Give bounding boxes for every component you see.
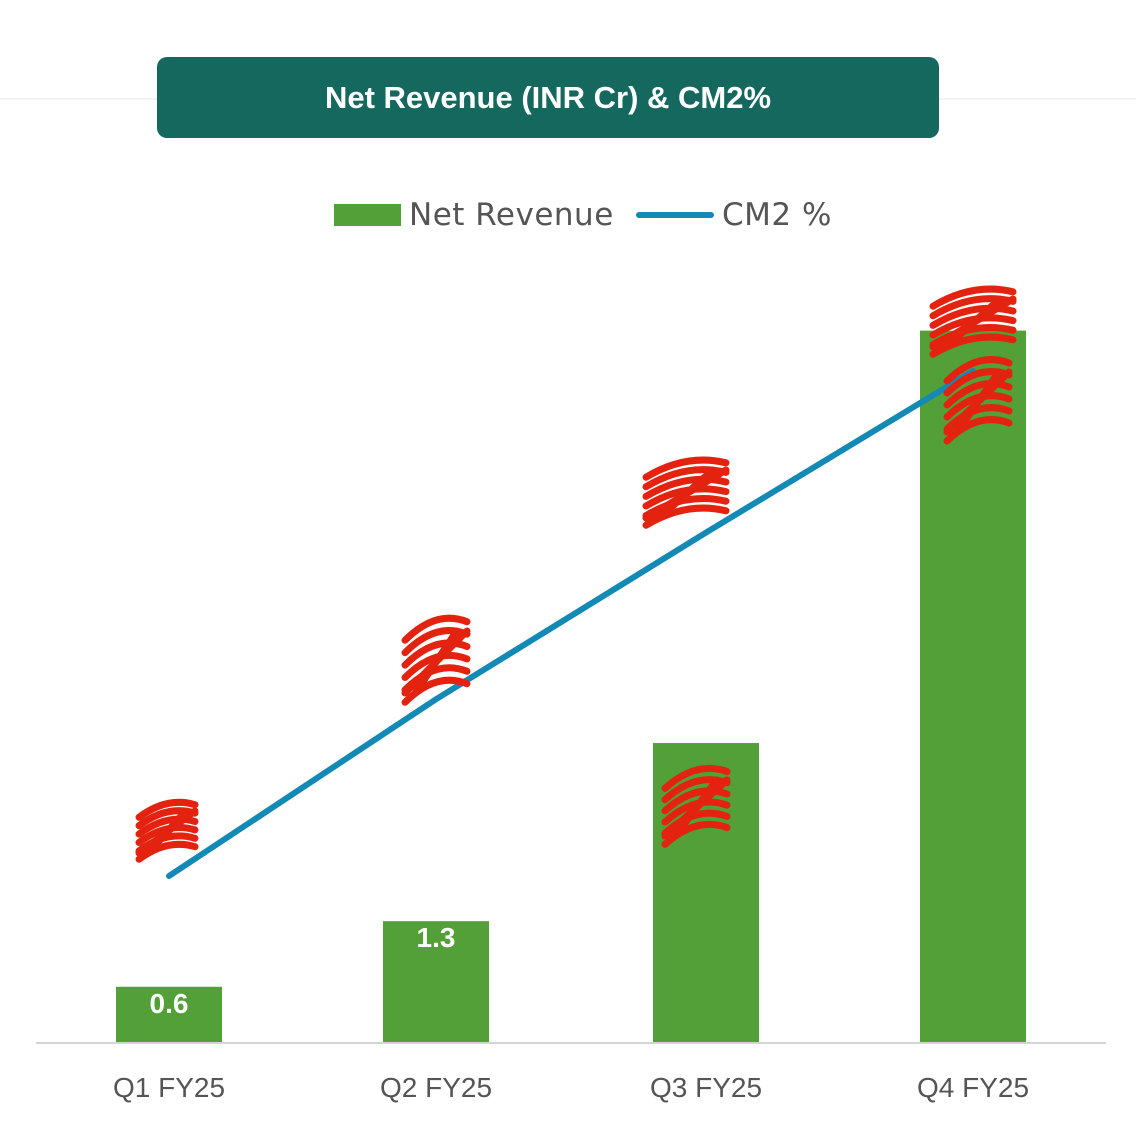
redaction-revenue-q4 — [943, 356, 1013, 445]
redaction-stroke — [642, 504, 730, 529]
redaction-stroke — [642, 456, 730, 481]
redaction-stroke — [655, 466, 717, 522]
redaction-stroke — [401, 639, 471, 669]
x-tick-label: Q1 FY25 — [113, 1072, 225, 1103]
x-tick-label: Q4 FY25 — [917, 1072, 1029, 1103]
redaction-stroke — [401, 614, 471, 644]
legend-swatch-line — [636, 212, 714, 218]
redaction-stroke — [929, 304, 1017, 329]
redaction-stroke — [401, 676, 471, 706]
redaction-stroke — [661, 787, 731, 815]
redaction-stroke — [929, 285, 1017, 310]
redaction-stroke — [411, 627, 461, 697]
redaction-cm2-q4 — [929, 285, 1017, 358]
chart-title: Net Revenue (INR Cr) & CM2% — [324, 79, 772, 115]
legend: Net Revenue CM2 % — [0, 190, 1136, 240]
x-tick-label: Q2 FY25 — [380, 1072, 492, 1103]
redaction-cm2-q2 — [401, 614, 471, 706]
redaction-stroke — [953, 368, 1003, 436]
legend-item-cm2: CM2 % — [636, 190, 832, 240]
legend-swatch-bar — [334, 204, 401, 226]
redaction-stroke — [671, 776, 721, 840]
redaction-stroke — [943, 356, 1013, 385]
redaction-revenue-q3 — [661, 764, 731, 848]
legend-label-cm2: CM2 % — [722, 197, 832, 233]
redaction-stroke — [135, 840, 199, 863]
redaction-stroke — [642, 475, 730, 500]
cm2-line — [166, 368, 976, 879]
legend-label-net-revenue: Net Revenue — [409, 197, 614, 233]
title-banner: Net Revenue (INR Cr) & CM2% — [157, 57, 939, 138]
redaction-stroke — [144, 807, 190, 857]
redaction-stroke — [135, 815, 199, 838]
redaction-stroke — [661, 820, 731, 848]
bar-data-label: 1.3 — [417, 922, 456, 953]
legend-item-net-revenue: Net Revenue — [334, 190, 614, 240]
bar-data-label: 0.6 — [150, 988, 189, 1019]
redaction-cm2-q1 — [135, 798, 199, 863]
bar-q1-fy25 — [116, 986, 222, 1043]
bar-q4-fy25 — [920, 330, 1026, 1043]
redaction-stroke — [942, 295, 1004, 351]
redaction-stroke — [661, 764, 731, 792]
x-tick-label: Q3 FY25 — [650, 1072, 762, 1103]
redaction-stroke — [943, 416, 1013, 445]
redaction-stroke — [929, 333, 1017, 358]
redaction-stroke — [135, 798, 199, 821]
redaction-stroke — [943, 380, 1013, 409]
bar-q2-fy25 — [383, 921, 489, 1043]
redaction-cm2-q3 — [642, 456, 730, 529]
